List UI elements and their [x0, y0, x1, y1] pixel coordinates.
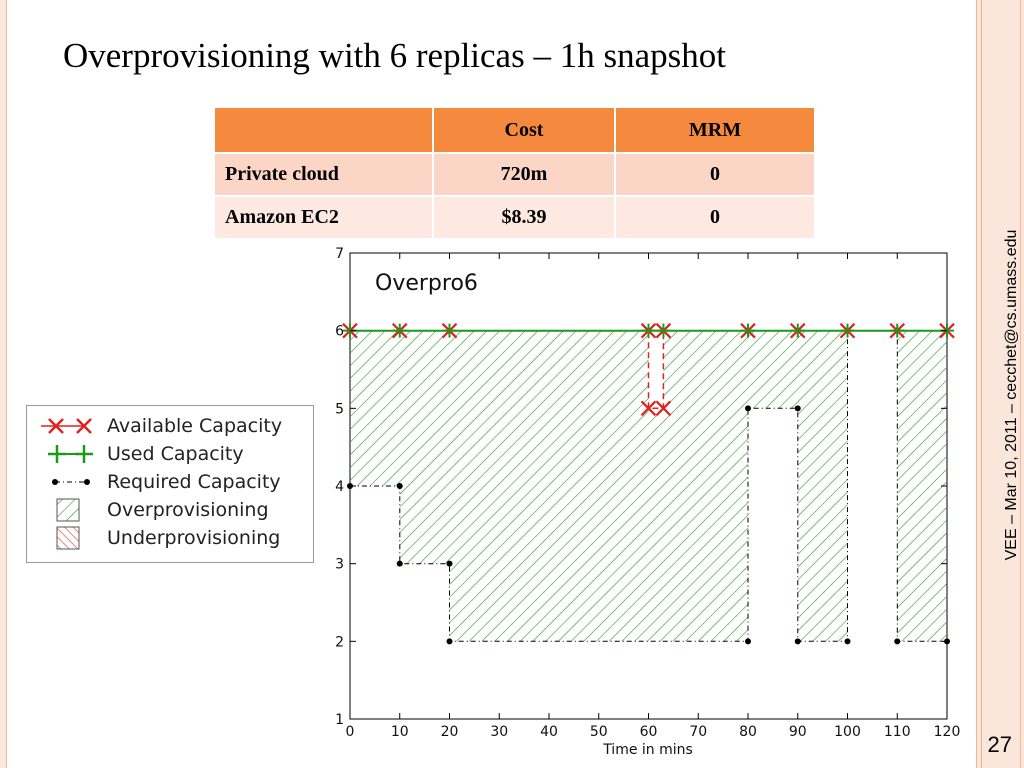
legend-item-used: Used Capacity: [27, 440, 244, 468]
table-row: Amazon EC2 $8.39 0: [213, 195, 816, 240]
used-capacity-point: [442, 323, 457, 338]
table-header-mrm: MRM: [614, 106, 816, 154]
table-cell: 720m: [432, 152, 616, 197]
legend-item-required: Required Capacity: [27, 468, 281, 496]
overprovisioning-area: [350, 330, 400, 486]
x-axis-label: Time in mins: [602, 742, 693, 758]
overprovisioning-area: [797, 330, 848, 642]
used-capacity-point: [392, 323, 407, 338]
slide-title: Overprovisioning with 6 replicas – 1h sn…: [63, 36, 726, 75]
y-tick-label: 3: [335, 557, 344, 573]
y-tick-label: 4: [335, 479, 344, 495]
required-capacity-point: [446, 560, 453, 567]
table-cell: 0: [614, 152, 816, 197]
x-tick-label: 30: [490, 724, 508, 740]
y-tick-label: 2: [335, 634, 344, 650]
x-tick-label: 20: [441, 724, 459, 740]
legend-label: Available Capacity: [107, 415, 283, 437]
green-plus-markers-icon: [48, 445, 93, 463]
required-capacity-point: [894, 638, 901, 645]
x-tick-label: 100: [834, 724, 861, 740]
required-capacity-point: [844, 638, 851, 645]
x-tick-label: 120: [934, 724, 961, 740]
overprovisioning-area: [399, 330, 450, 564]
required-capacity-point: [745, 405, 751, 412]
legend-label: Used Capacity: [107, 443, 244, 465]
required-capacity-point: [794, 638, 801, 645]
required-capacity-point: [745, 638, 751, 645]
x-tick-label: 50: [590, 724, 608, 740]
chart-legend: Available Capacity Used Capacity Require…: [26, 405, 314, 563]
table-row: Private cloud 720m 0: [213, 152, 816, 197]
footer-vertical-text: VEE – Mar 10, 2011 – cecchet@cs.umass.ed…: [1003, 229, 1020, 561]
y-tick-label: 1: [335, 712, 344, 728]
right-decor-border: [976, 0, 1024, 768]
table-cell: Private cloud: [213, 152, 434, 197]
cost-table: Cost MRM Private cloud 720m 0 Amazon EC2…: [213, 106, 816, 240]
chart-title: Overpro6: [375, 271, 478, 296]
required-capacity-point: [446, 638, 453, 645]
overprovisioning-area: [897, 330, 947, 642]
required-capacity-point: [396, 483, 403, 489]
overprovisioning-area: [648, 408, 664, 642]
available-capacity-point: [655, 400, 672, 417]
table-cell: Amazon EC2: [213, 195, 434, 240]
left-decor-stripe: [0, 0, 7, 768]
available-capacity-point: [640, 400, 657, 417]
legend-label: Underprovisioning: [107, 527, 281, 549]
table-header-cost: Cost: [432, 106, 616, 154]
legend-item-underprovisioning: Underprovisioning: [27, 524, 280, 552]
table-header-empty: [213, 106, 434, 154]
legend-item-available: Available Capacity: [27, 412, 282, 440]
overprovisioning-area: [449, 330, 649, 642]
required-capacity-line: [350, 330, 947, 642]
used-capacity-point: [890, 323, 905, 338]
x-tick-label: 80: [739, 724, 757, 740]
y-tick-label: 5: [335, 401, 344, 417]
x-tick-label: 0: [346, 724, 355, 740]
used-capacity-point: [790, 323, 805, 338]
used-capacity-point: [840, 323, 855, 338]
x-tick-label: 60: [640, 724, 658, 740]
y-tick-label: 6: [335, 324, 344, 340]
x-tick-label: 90: [789, 724, 807, 740]
required-capacity-point: [396, 560, 403, 567]
x-tick-label: 110: [884, 724, 911, 740]
red-hatch-icon: [56, 526, 80, 550]
used-capacity-point: [741, 323, 755, 338]
table-cell: $8.39: [432, 195, 616, 240]
used-capacity-point: [641, 323, 656, 338]
green-hatch-icon: [56, 498, 80, 522]
overprovisioning-area: [748, 330, 798, 409]
y-tick-label: 7: [335, 246, 344, 262]
x-tick-label: 40: [540, 724, 558, 740]
black-dot-dashdot-icon: [52, 479, 90, 485]
overprovisioning-area: [663, 330, 748, 642]
x-tick-label: 70: [689, 724, 707, 740]
legend-label: Required Capacity: [107, 471, 281, 493]
capacity-chart: 0 10 20 30 40 50 60 70 80 90 100 110 120 1 2 3 4 5 6 7 Over…: [335, 246, 961, 758]
used-capacity-point: [656, 323, 671, 338]
page-number: 27: [987, 732, 1012, 757]
table-header-row: Cost MRM: [213, 106, 816, 154]
legend-label: Overprovisioning: [107, 499, 269, 521]
red-x-markers-icon: [41, 418, 92, 434]
table-cell: 0: [614, 195, 816, 240]
required-capacity-point: [794, 405, 801, 412]
x-tick-label: 10: [391, 724, 409, 740]
legend-item-overprovisioning: Overprovisioning: [27, 496, 269, 524]
